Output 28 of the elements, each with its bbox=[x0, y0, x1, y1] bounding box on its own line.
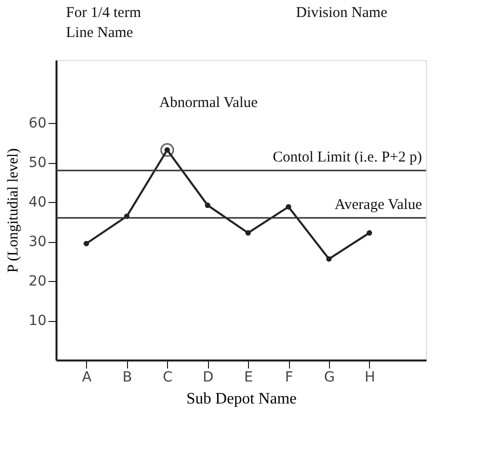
y-tick-label: 60 bbox=[28, 116, 46, 132]
point bbox=[286, 204, 292, 210]
x-tick-label: C bbox=[162, 370, 173, 386]
ref-line-label: Contol Limit (i.e. P+2 p) bbox=[272, 150, 422, 166]
y-tick-label: 40 bbox=[28, 194, 46, 211]
text: Division Name bbox=[296, 5, 388, 21]
y-tick-label: 10 bbox=[28, 313, 46, 330]
y-tick-label: 30 bbox=[28, 234, 46, 250]
text: Line Name bbox=[66, 25, 134, 41]
y-tick-label: 20 bbox=[28, 274, 46, 290]
point bbox=[366, 230, 372, 236]
y-tick-label: 50 bbox=[28, 155, 46, 172]
x-tick-label: A bbox=[82, 370, 92, 386]
y-axis-title: P (Longitudial level) bbox=[6, 148, 22, 273]
x-tick-label: H bbox=[364, 370, 376, 386]
x-tick-label: D bbox=[202, 370, 214, 386]
point bbox=[84, 240, 90, 246]
text: For 1/4 term bbox=[66, 5, 142, 21]
x-tick-label: B bbox=[122, 370, 132, 386]
annotation: Abnormal Value bbox=[159, 95, 258, 111]
x-tick-label: E bbox=[244, 370, 254, 386]
point bbox=[204, 202, 210, 208]
x-axis-title: Sub Depot Name bbox=[186, 390, 297, 408]
ref-line-label: Average Value bbox=[334, 196, 422, 213]
point bbox=[245, 230, 251, 236]
x-tick-label: G bbox=[324, 370, 335, 386]
x-tick-label: F bbox=[284, 370, 294, 386]
point bbox=[326, 256, 332, 262]
